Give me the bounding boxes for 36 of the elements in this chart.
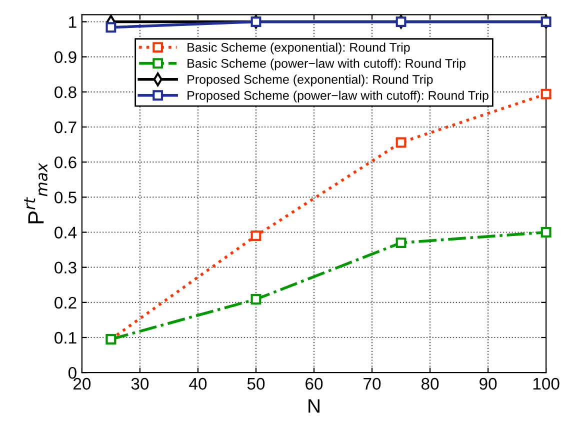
- y-tick-label: 0.8: [54, 86, 76, 98]
- point: [540, 227, 552, 238]
- y-tick-label: 0.1: [54, 332, 76, 344]
- y-tick-label: 0.6: [54, 156, 76, 168]
- y-axis-title: P$^{rt}$$_{max}$: [24, 162, 48, 224]
- y-tick-label: 0.4: [54, 226, 77, 238]
- y-tick-label: 1: [69, 16, 76, 28]
- x-axis-title: N: [308, 399, 320, 413]
- point: [250, 230, 262, 241]
- point: [396, 137, 406, 148]
- x-tick-label: 40: [189, 378, 207, 390]
- point: [250, 16, 262, 27]
- legend-label: Basic Scheme (exponential): Round Trip: [188, 42, 410, 54]
- legend-label: Proposed Scheme (exponential): Round Trip: [188, 74, 433, 86]
- point: [106, 22, 116, 33]
- point: [396, 238, 406, 248]
- y-tick-label: 0.5: [54, 192, 76, 204]
- legend-label: Proposed Scheme (power−law with cutoff): Round Trip: [188, 90, 488, 102]
- x-tick-label: 30: [131, 378, 149, 390]
- x-tick-label: 80: [421, 378, 439, 390]
- y-tick-label: 0.9: [54, 51, 76, 64]
- point: [396, 16, 406, 27]
- point: [250, 294, 262, 304]
- y-tick-label: 0.3: [54, 262, 76, 274]
- legend-label: Basic Scheme (power−law with cutoff): Round Trip: [188, 58, 466, 70]
- y-tick-label: 0.7: [54, 121, 76, 134]
- x-tick-label: 50: [247, 378, 265, 390]
- x-tick-label: 70: [364, 378, 381, 390]
- y-tick-label: 0.2: [54, 296, 76, 309]
- y-tick-label: 0: [68, 366, 76, 379]
- x-tick-label: 100: [533, 378, 560, 390]
- point: [540, 16, 552, 27]
- x-tick-label: 90: [480, 378, 497, 390]
- x-tick-label: 20: [74, 378, 91, 390]
- point: [540, 88, 552, 100]
- x-tick-label: 60: [306, 378, 323, 390]
